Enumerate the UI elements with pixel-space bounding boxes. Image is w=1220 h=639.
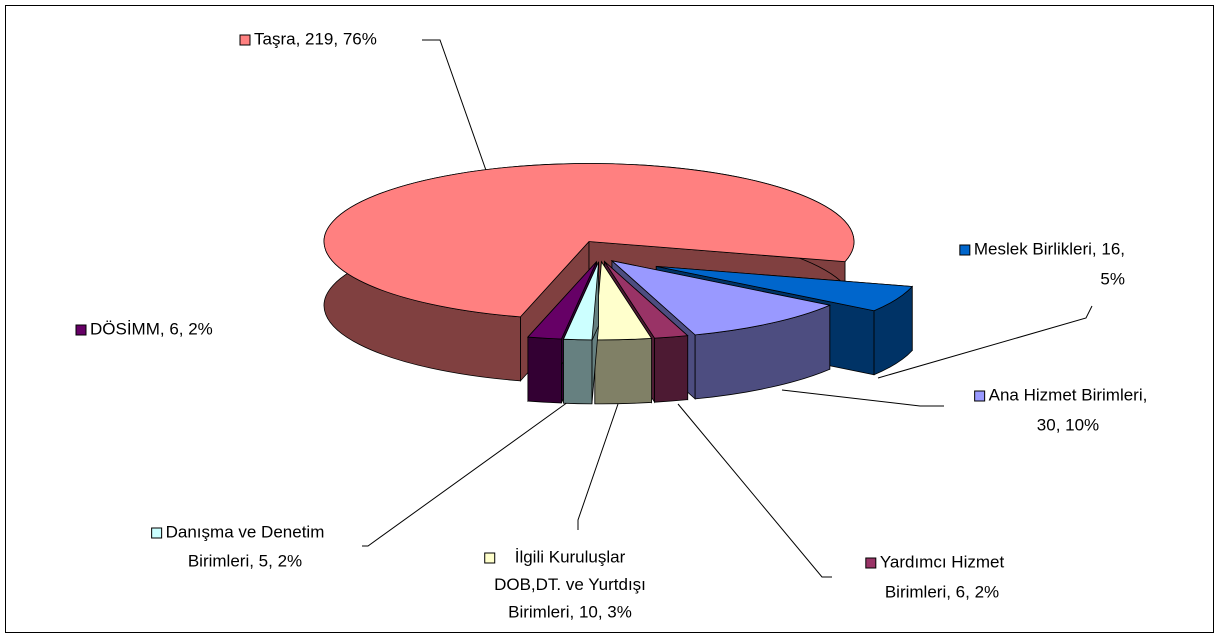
legend-key bbox=[151, 527, 163, 539]
slice-top bbox=[323, 163, 855, 318]
leader-line bbox=[577, 403, 619, 530]
data-label: İlgili Kuruluşlar bbox=[515, 547, 626, 566]
legend-key bbox=[484, 552, 496, 564]
data-label: Taşra, 219, 76% bbox=[254, 29, 377, 48]
leader-lines bbox=[362, 39, 1093, 578]
data-label: Birimleri, 10, 3% bbox=[508, 602, 632, 621]
data-label: 5% bbox=[1100, 269, 1125, 288]
legend-key bbox=[974, 390, 986, 402]
slice bbox=[594, 260, 653, 405]
slice-top bbox=[656, 265, 914, 312]
legend-key bbox=[75, 324, 87, 336]
leader-line bbox=[422, 39, 489, 177]
legend-key bbox=[865, 557, 877, 569]
data-label: Birimleri, 6, 2% bbox=[885, 582, 999, 601]
leader-line bbox=[781, 389, 944, 407]
data-label: Yardımcı Hizmet bbox=[880, 552, 1005, 571]
data-label: Meslek Birlikleri, 16, bbox=[974, 239, 1125, 258]
slice-wall bbox=[527, 336, 562, 404]
leader-line bbox=[677, 403, 832, 578]
slice-top bbox=[610, 260, 832, 336]
data-label: Ana Hizmet Birimleri, bbox=[989, 385, 1148, 404]
slice-top bbox=[527, 261, 597, 340]
labels: Meslek Birlikleri, 16, 5% Ana Hizmet Birim… bbox=[75, 29, 1148, 621]
slice-wall bbox=[654, 335, 689, 403]
slice-top bbox=[562, 261, 599, 341]
data-label: Birimleri, 5, 2% bbox=[188, 551, 302, 570]
pie bbox=[323, 163, 914, 405]
data-label: Danışma ve Denetim bbox=[166, 522, 325, 541]
data-label: DOB,DT. ve Yurtdışı bbox=[494, 575, 646, 594]
data-label: DÖSİMM, 6, 2% bbox=[90, 319, 213, 338]
slice-wall bbox=[563, 338, 593, 405]
slice bbox=[562, 261, 599, 405]
slice-top bbox=[604, 261, 689, 339]
legend-key bbox=[959, 244, 971, 256]
data-label: 30, 10% bbox=[1037, 415, 1099, 434]
legend-key bbox=[239, 34, 251, 46]
slice-wall bbox=[594, 338, 652, 405]
leader-line bbox=[877, 305, 1093, 379]
leader-line bbox=[362, 401, 569, 547]
